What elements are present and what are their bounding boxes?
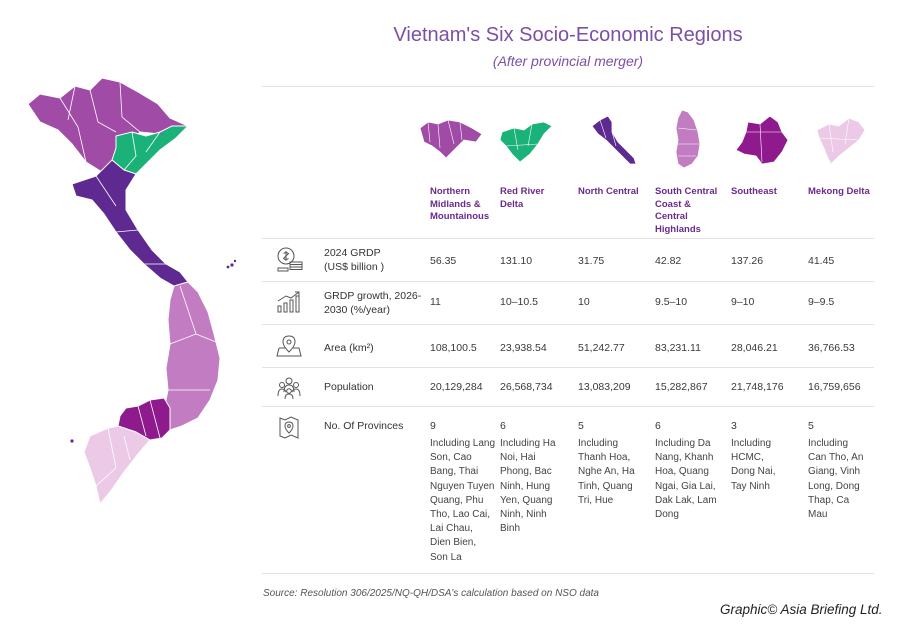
header-rule — [262, 86, 874, 87]
thumb-north-central — [591, 115, 637, 165]
cell-grdp: 56.35 — [430, 255, 457, 267]
cell-area: 36,766.53 — [808, 342, 855, 354]
credit-line: Graphic© Asia Briefing Ltd. — [720, 602, 883, 617]
islands — [226, 259, 237, 269]
cell-growth: 10–10.5 — [500, 296, 538, 308]
cell-grdp: 31.75 — [578, 255, 605, 267]
cell-provinces: 5 — [578, 420, 584, 432]
people-icon — [277, 377, 301, 400]
map-marker-icon — [279, 416, 299, 439]
map-region-north-central — [71, 159, 189, 287]
thumb-southeast — [735, 115, 789, 165]
cell-growth: 11 — [430, 296, 441, 308]
cell-growth: 10 — [578, 296, 590, 308]
provinces-detail-south-central: Including Da Nang, Khanh Hoa, Quang Ngai… — [655, 438, 717, 521]
provinces-detail-red-river-delta: Including Ha Noi, Hai Phong, Bac Ninh, H… — [500, 438, 556, 535]
row-rule — [262, 406, 874, 407]
island-dot — [70, 439, 74, 443]
map-region-mekong-delta — [83, 425, 151, 505]
vietnam-map — [27, 77, 237, 505]
cell-population: 13,083,209 — [578, 381, 631, 393]
cell-growth: 9–9.5 — [808, 296, 835, 308]
cell-grdp: 131.10 — [500, 255, 533, 267]
region-name-south-central: South Central Coast & Central Highlands — [655, 186, 718, 235]
region-name-red-river-delta: Red River Delta — [500, 186, 545, 210]
cell-area: 83,231.11 — [655, 342, 701, 354]
provinces-detail-northern-midlands: Including Lang Son, Cao Bang, Thai Nguye… — [430, 438, 496, 563]
map-pin-area-icon — [276, 335, 302, 357]
region-name-mekong-delta: Mekong Delta — [808, 186, 870, 197]
thumb-mekong-delta — [816, 117, 866, 165]
map-region-southeast — [117, 397, 171, 441]
provinces-detail-southeast: Including HCMC, Dong Nai, Tay Ninh — [731, 438, 776, 492]
chart-subtitle: (After provincial merger) — [492, 53, 644, 69]
cell-provinces: 9 — [430, 420, 436, 432]
region-name-northern-midlands: Northern Midlands & Mountainous — [430, 186, 490, 222]
cell-growth: 9–10 — [731, 296, 755, 308]
thumb-northern-midlands — [419, 119, 483, 159]
cell-grdp: 42.82 — [655, 255, 682, 267]
map-region-south-central — [163, 281, 221, 431]
region-name-southeast: Southeast — [731, 186, 777, 197]
cell-provinces: 6 — [500, 420, 506, 432]
chart-title: Vietnam's Six Socio-Economic Regions — [393, 24, 743, 46]
cell-provinces: 5 — [808, 420, 814, 432]
cell-population: 26,568,734 — [500, 381, 553, 393]
cell-grdp: 41.45 — [808, 255, 835, 267]
growth-chart-icon — [277, 291, 300, 313]
cell-provinces: 6 — [655, 420, 661, 432]
provinces-detail-north-central: Including Thanh Hoa, Nghe An, Ha Tinh, Q… — [578, 438, 635, 506]
region-name-north-central: North Central — [578, 186, 639, 197]
cell-area: 23,938.54 — [500, 342, 547, 354]
row-rule — [262, 238, 874, 239]
row-rule — [262, 367, 874, 368]
thumb-south-central — [675, 109, 701, 169]
source-note: Source: Resolution 306/2025/NQ-QH/DSA's … — [263, 588, 599, 599]
cell-area: 108,100.5 — [430, 342, 477, 354]
cell-area: 28,046.21 — [731, 342, 778, 354]
row-rule — [262, 281, 874, 282]
row-label-growth: GRDP growth, 2026-2030 (%/year) — [324, 290, 422, 316]
row-rule — [262, 324, 874, 325]
map-region-northern-midlands — [27, 77, 189, 173]
cell-population: 15,282,867 — [655, 381, 708, 393]
row-rule — [262, 573, 874, 574]
cell-population: 16,759,656 — [808, 381, 861, 393]
cell-grdp: 137.26 — [731, 255, 764, 267]
row-label-provinces: No. Of Provinces — [324, 420, 404, 432]
cell-growth: 9.5–10 — [655, 296, 688, 308]
provinces-detail-mekong-delta: Including Can Tho, An Giang, Vinh Long, … — [808, 438, 864, 521]
thumb-red-river-delta — [499, 121, 553, 163]
island-dot — [161, 133, 163, 135]
money-bag-icon — [277, 247, 303, 272]
cell-population: 21,748,176 — [731, 381, 784, 393]
row-label-population: Population — [324, 381, 374, 393]
cell-provinces: 3 — [731, 420, 737, 432]
cell-area: 51,242.77 — [578, 342, 625, 354]
row-label-grdp: 2024 GRDP (US$ billion ) — [324, 247, 385, 273]
cell-population: 20,129,284 — [430, 381, 483, 393]
row-label-area: Area (km²) — [324, 342, 374, 354]
